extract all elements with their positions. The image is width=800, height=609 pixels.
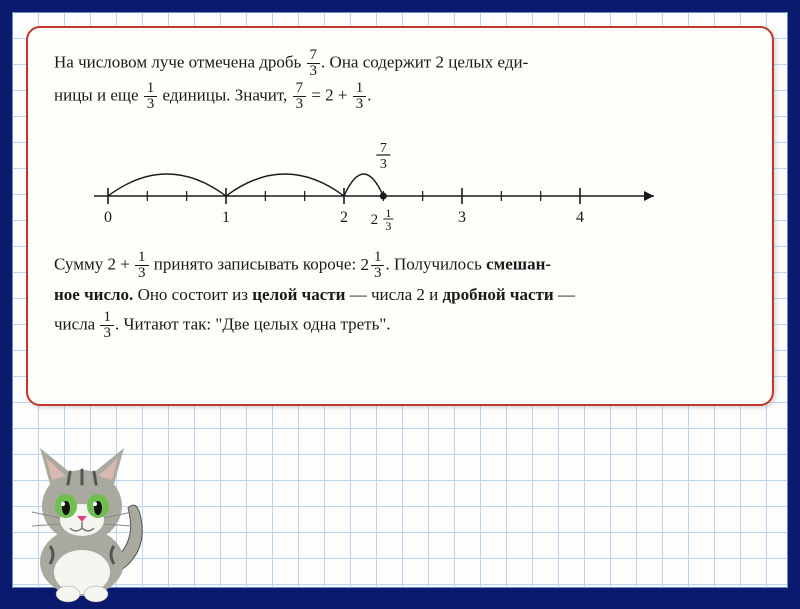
denominator: 3 [293,97,307,112]
text: = 2 + [311,85,351,104]
numerator: 1 [135,250,149,266]
svg-text:0: 0 [104,209,112,226]
bold-tseloy-chasti: целой части [252,285,345,304]
svg-text:1: 1 [385,206,391,220]
denominator: 3 [135,266,149,281]
explanation-card: На числовом луче отмечена дробь 7 3 . Он… [26,26,774,406]
text: числа [54,314,99,333]
bold-noe-chislo: ное число. [54,285,133,304]
svg-text:1: 1 [222,209,230,226]
svg-text:2: 2 [371,212,379,228]
denominator: 3 [371,266,385,281]
fraction-1-3: 1 3 [135,250,149,281]
bold-drobnoy-chasti: дробной части [443,285,554,304]
text: . Получилось [385,254,486,273]
fraction-7-3: 7 3 [307,48,321,79]
para-5: числа 1 3 . Читают так: "Две целых одна … [54,310,746,341]
text: — числа 2 и [350,285,443,304]
text: принято записывать короче: [154,254,361,273]
numerator: 1 [100,310,114,326]
para-4: ное число. Оно состоит из целой части — … [54,283,746,308]
numerator: 1 [144,81,158,97]
number-line-svg: 0123473213 [78,136,668,236]
fraction-part: 1 3 [371,250,385,281]
fraction-1-3: 1 3 [144,81,158,112]
svg-text:3: 3 [458,209,466,226]
numerator: 7 [307,48,321,64]
denominator: 3 [100,326,114,341]
text: единицы. Значит, [163,85,292,104]
para-2: ницы и еще 1 3 единицы. Значит, 7 3 = 2 … [54,81,746,112]
svg-text:4: 4 [576,209,584,226]
text: Оно состоит из [138,285,253,304]
denominator: 3 [144,97,158,112]
text: Сумму 2 + [54,254,134,273]
para-1: На числовом луче отмечена дробь 7 3 . Он… [54,48,746,79]
numerator: 1 [353,81,367,97]
text: На числовом луче отмечена дробь [54,52,306,71]
bold-smeshannoe: смешан- [486,254,551,273]
text: — [558,285,575,304]
text: . [367,85,371,104]
para-3: Сумму 2 + 1 3 принято записывать короче:… [54,250,746,281]
text: ницы и еще [54,85,143,104]
denominator: 3 [353,97,367,112]
whole: 2 [360,253,369,278]
mixed-2-1-3: 2 1 3 [360,250,385,281]
fraction-1-3: 1 3 [353,81,367,112]
denominator: 3 [307,64,321,79]
number-line: 0123473213 [78,136,668,236]
text: . Она содержит 2 целых еди- [321,52,528,71]
cat-mascot [10,434,160,604]
cat-icon [10,434,160,604]
svg-text:3: 3 [385,219,391,233]
numerator: 7 [293,81,307,97]
fraction-7-3: 7 3 [293,81,307,112]
svg-text:7: 7 [380,141,387,156]
svg-text:2: 2 [340,209,348,226]
numerator: 1 [371,250,385,266]
text: . Читают так: "Две целых одна треть". [115,314,391,333]
svg-text:3: 3 [380,157,387,172]
fraction-1-3: 1 3 [100,310,114,341]
